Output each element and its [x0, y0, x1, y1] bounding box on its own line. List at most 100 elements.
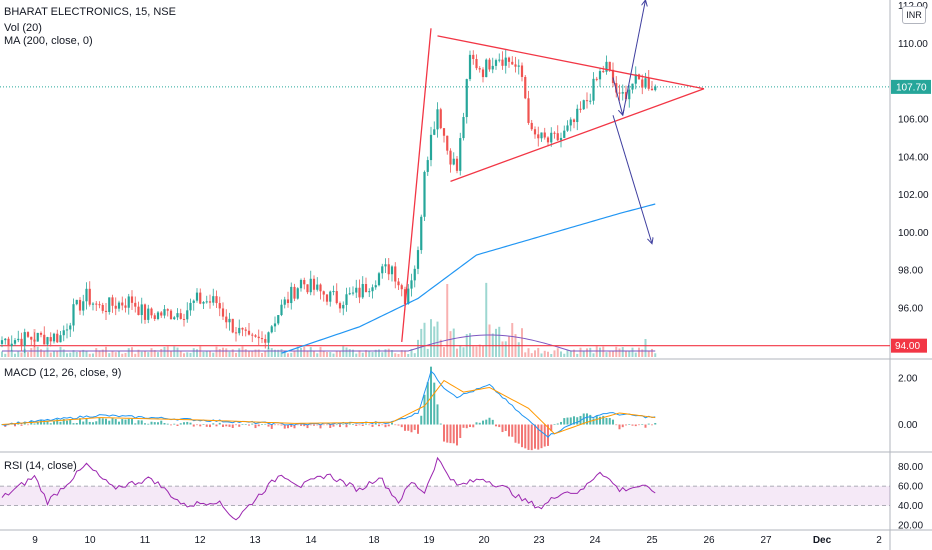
volume-bar	[4, 353, 7, 357]
ma-legend: MA (200, close, 0)	[4, 35, 93, 47]
macd-hist-bar	[550, 424, 553, 432]
price-tick-label: 110.00	[898, 39, 928, 50]
macd-hist-bar	[345, 424, 348, 428]
volume-bar	[66, 353, 68, 357]
volume-bar	[150, 348, 153, 357]
candle-body	[153, 315, 156, 319]
currency-button[interactable]: INR	[902, 6, 926, 24]
volume-bar	[348, 349, 351, 357]
candle-body	[433, 129, 436, 135]
candle-body	[75, 299, 78, 305]
macd-hist-bar	[615, 424, 618, 426]
macd-hist-bar	[137, 420, 140, 425]
volume-bar	[628, 350, 631, 357]
macd-hist-bar	[101, 418, 104, 425]
volume-bar	[387, 348, 390, 357]
macd-hist-bar	[589, 414, 592, 425]
candle-body	[205, 301, 208, 303]
macd-hist-bar	[62, 418, 65, 425]
volume-bar	[101, 349, 104, 357]
volume-bar	[400, 350, 403, 357]
candle-body	[127, 296, 130, 308]
macd-hist-bar	[79, 418, 81, 425]
candle-body	[7, 338, 10, 347]
volume-bar	[62, 349, 65, 357]
candle-body	[244, 329, 247, 331]
macd-hist-bar	[654, 423, 657, 425]
macd-hist-bar	[417, 424, 419, 434]
candle-body	[82, 301, 85, 311]
macd-hist-bar	[647, 423, 650, 425]
price-tick-label: 102.00	[898, 190, 929, 201]
macd-hist-bar	[482, 420, 484, 425]
macd-hist-bar	[56, 419, 59, 425]
candle-body	[644, 78, 647, 88]
candle-body	[368, 291, 371, 293]
candle-body	[173, 317, 176, 320]
volume-bar	[612, 350, 614, 357]
volume-bar	[631, 347, 634, 357]
macd-hist-bar	[309, 424, 312, 426]
volume-bar	[153, 350, 156, 357]
macd-hist-bar	[638, 424, 640, 426]
volume-bar	[361, 352, 364, 357]
volume-bar	[212, 352, 215, 357]
candle-body	[472, 54, 475, 60]
volume-bar	[329, 352, 332, 357]
macd-hist-bar	[49, 423, 52, 425]
candle-body	[273, 323, 277, 327]
time-tick-label: 25	[646, 535, 658, 546]
macd-hist-bar	[212, 423, 215, 425]
macd-hist-bar	[621, 424, 624, 428]
candle-body	[78, 299, 82, 311]
candle-body	[231, 318, 234, 333]
macd-hist-bar	[287, 424, 289, 429]
macd-hist-bar	[517, 424, 520, 444]
candle-body	[384, 264, 387, 267]
macd-hist-bar	[274, 424, 276, 426]
volume-bar	[127, 348, 130, 357]
volume-bar	[618, 348, 621, 357]
rsi-tick-label: 40.00	[898, 501, 923, 512]
macd-hist-bar	[426, 382, 429, 425]
macd-hist-bar	[46, 420, 49, 425]
volume-bar	[92, 353, 94, 357]
volume-bar	[374, 349, 377, 357]
macd-hist-bar	[98, 418, 101, 425]
volume-bar	[300, 347, 302, 357]
volume-bar	[540, 353, 543, 357]
macd-hist-bar	[176, 424, 179, 426]
volume-bar	[586, 348, 588, 357]
macd-hist-bar	[540, 424, 543, 449]
volume-bar	[488, 324, 491, 357]
volume-bar	[82, 349, 85, 357]
projection-arrow-2	[612, 115, 652, 243]
price-tick-label: 98.00	[898, 266, 923, 277]
volume-bar	[287, 353, 289, 357]
candle-body	[98, 304, 101, 306]
volume-bar	[443, 347, 445, 357]
volume-bar	[40, 349, 42, 357]
volume-bar	[248, 351, 250, 357]
macd-hist-bar	[40, 420, 42, 425]
candle-body	[446, 135, 449, 151]
candle-body	[325, 294, 329, 302]
macd-hist-bar	[459, 424, 462, 439]
candle-body	[169, 310, 173, 320]
price-axis: 96.00 98.00 100.00 102.00 104.00 106.00 110.00…	[898, 1, 929, 314]
volume-bar	[316, 353, 319, 357]
macd-hist-bar	[560, 421, 562, 425]
candle-body	[202, 302, 205, 304]
volume-bar	[199, 346, 202, 357]
macd-hist-bar	[342, 423, 345, 425]
macd-hist-bar	[20, 424, 23, 426]
volume-bar	[59, 346, 62, 357]
candle-body	[553, 132, 556, 134]
volume-bar	[638, 347, 640, 357]
macd-hist-bar	[261, 424, 263, 425]
candle-body	[618, 92, 621, 94]
volume-bar	[335, 351, 338, 357]
candle-body	[121, 302, 124, 306]
macd-hist-bar	[85, 418, 88, 425]
